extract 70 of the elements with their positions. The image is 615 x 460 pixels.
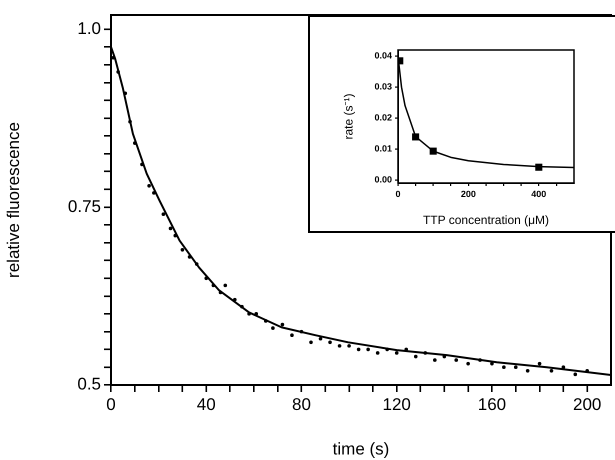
y-tick-label: 0.01 (374, 143, 392, 154)
point (412, 133, 420, 140)
x-tick-label: 160 (478, 394, 506, 414)
x-axis-title: TTP concentration (μM) (422, 213, 550, 228)
point (168, 226, 172, 230)
y-tick-label: 0.75 (68, 196, 101, 216)
point (128, 120, 132, 124)
point (290, 333, 294, 337)
point (204, 276, 208, 280)
x-tick-label: 0 (106, 394, 116, 414)
point (573, 372, 578, 376)
x-tick-label: 120 (382, 394, 411, 414)
point (356, 348, 360, 352)
y-tick-label: 0.03 (374, 82, 392, 92)
point (280, 322, 284, 326)
point (478, 358, 482, 362)
x-tick-label: 200 (573, 394, 602, 414)
point (414, 354, 418, 358)
point (218, 290, 222, 294)
point (188, 255, 192, 259)
point (254, 312, 258, 316)
point (376, 351, 380, 355)
point (309, 340, 313, 344)
point (147, 184, 151, 188)
point (366, 348, 370, 352)
point (394, 351, 399, 355)
y-axis-title: relative fluorescence (4, 122, 23, 278)
point (550, 368, 554, 373)
point (318, 336, 322, 341)
point (194, 262, 199, 266)
point (423, 351, 428, 355)
point (152, 191, 156, 195)
point (223, 284, 228, 288)
x-tick-label: 80 (292, 394, 311, 414)
point (173, 234, 178, 238)
y-tick-label: 0.00 (374, 174, 392, 184)
y-tick-label: 0.5 (77, 374, 101, 394)
point (538, 362, 542, 366)
point (385, 348, 389, 352)
point (300, 330, 304, 334)
point (162, 212, 166, 216)
point (240, 304, 244, 309)
point (264, 319, 268, 323)
x-tick-label: 0 (395, 188, 401, 199)
x-tick-label: 400 (531, 188, 546, 199)
point (514, 365, 518, 370)
x-tick-label: 200 (460, 188, 476, 199)
point (271, 326, 275, 330)
point (502, 365, 506, 370)
point (466, 362, 470, 366)
point (454, 358, 458, 362)
point (347, 344, 351, 348)
point (116, 70, 120, 74)
x-axis-title: time (s) (332, 439, 390, 458)
point (433, 358, 437, 362)
point (526, 368, 530, 373)
point (535, 164, 542, 171)
point (328, 340, 332, 344)
point (430, 148, 437, 155)
x-tick-label: 40 (196, 394, 216, 414)
y-tick-label: 0.04 (374, 50, 392, 61)
point (338, 344, 342, 348)
point (233, 298, 237, 302)
y-tick-label: 0.02 (374, 112, 392, 123)
y-axis-title: rate (s⁻¹) (342, 93, 356, 140)
y-tick-label: 1.0 (77, 18, 101, 38)
point (490, 362, 494, 366)
point (212, 284, 216, 288)
point (247, 312, 251, 316)
point (180, 248, 184, 252)
